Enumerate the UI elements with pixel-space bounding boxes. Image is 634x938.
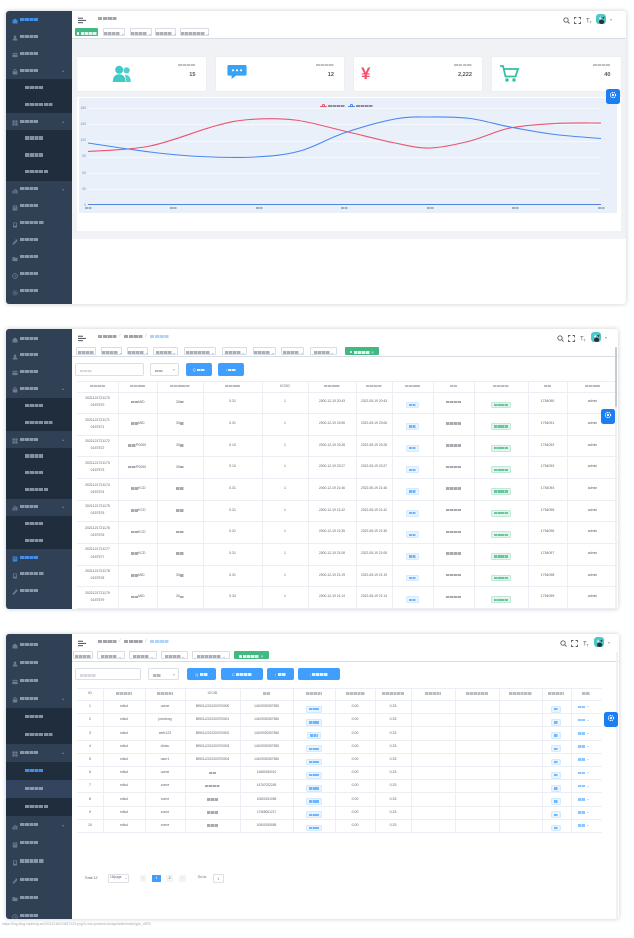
svg-text:T: T: [583, 641, 587, 647]
svg-text:T: T: [586, 18, 590, 24]
svg-text:T: T: [583, 338, 586, 342]
svg-text:T: T: [580, 336, 584, 342]
svg-text:T: T: [586, 643, 589, 647]
svg-text:T: T: [589, 20, 592, 24]
